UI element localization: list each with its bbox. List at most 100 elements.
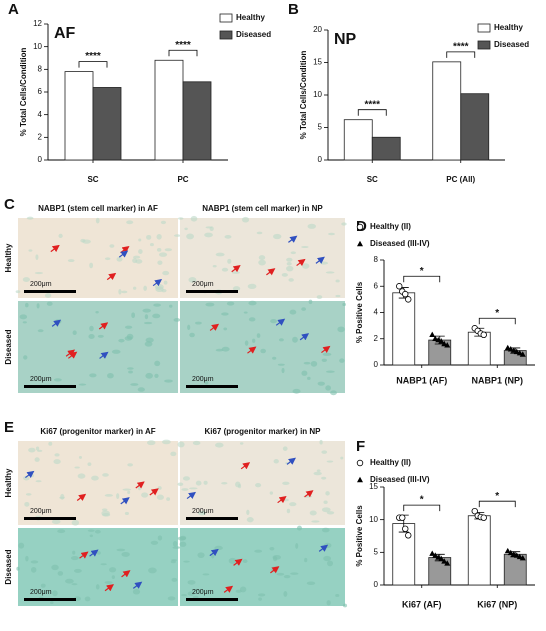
cell — [116, 548, 126, 552]
cell — [325, 370, 335, 373]
bar — [432, 61, 462, 161]
cell — [28, 447, 36, 453]
cell — [276, 572, 285, 576]
cell — [286, 508, 291, 514]
cell — [325, 271, 335, 274]
cell — [272, 556, 278, 562]
cell — [89, 262, 94, 269]
cell — [286, 265, 294, 272]
y-tick-label: 20 — [313, 25, 322, 34]
cell — [18, 542, 25, 549]
scale-bar — [24, 385, 76, 388]
cell — [100, 563, 107, 566]
bar — [64, 71, 94, 161]
cell — [290, 251, 296, 255]
y-tick-label: 4 — [38, 110, 43, 119]
cell — [241, 216, 250, 223]
cell — [91, 475, 99, 481]
cell — [223, 327, 228, 331]
scale-bar — [24, 598, 76, 601]
cell — [154, 360, 161, 367]
significance-bracket — [357, 109, 387, 116]
cell — [116, 256, 123, 262]
cell — [247, 283, 257, 289]
legend-label: Diseased (III-IV) — [370, 475, 430, 484]
data-point — [356, 459, 364, 467]
cell — [277, 363, 285, 366]
cell — [177, 217, 184, 220]
x-tick-label: Ki67 (NP) — [477, 599, 517, 609]
data-point — [519, 555, 526, 561]
arrow — [106, 272, 117, 281]
cell — [84, 596, 91, 602]
cell — [330, 390, 337, 396]
arrow — [50, 244, 60, 253]
cell — [186, 233, 195, 240]
arrow — [266, 268, 276, 276]
cell — [152, 313, 161, 319]
arrow — [99, 351, 109, 359]
arrow — [247, 346, 257, 354]
cell — [316, 469, 321, 473]
cell — [127, 490, 131, 494]
cell — [121, 290, 128, 294]
cell — [164, 248, 172, 252]
y-tick-label: 2 — [374, 334, 379, 343]
cell — [67, 259, 75, 262]
cell — [215, 252, 225, 257]
legend-label: Healthy — [236, 13, 265, 22]
scale-bar — [186, 598, 238, 601]
cell — [173, 234, 181, 237]
significance-bracket — [403, 275, 441, 283]
cell — [34, 271, 44, 275]
cell — [46, 301, 53, 306]
cell — [167, 596, 176, 601]
cell — [215, 442, 224, 448]
data-point — [396, 283, 403, 290]
arrow — [275, 318, 286, 326]
cell — [221, 481, 228, 485]
cell — [323, 500, 328, 504]
data-point — [357, 476, 363, 483]
cell — [321, 507, 331, 513]
cell — [156, 234, 162, 240]
cell — [182, 476, 190, 481]
y-tick-label: 5 — [374, 547, 379, 556]
y-tick-label: 12 — [33, 19, 42, 28]
cell — [319, 261, 329, 265]
cell — [177, 441, 185, 448]
row-label: Diseased — [4, 329, 13, 364]
cell — [187, 580, 196, 585]
cell — [130, 383, 139, 386]
cell — [30, 560, 39, 564]
cell — [326, 600, 331, 606]
cell — [310, 360, 318, 367]
cell — [127, 367, 134, 370]
cell — [187, 591, 195, 596]
cell — [30, 566, 37, 573]
cell — [150, 540, 159, 545]
significance-label: **** — [175, 40, 191, 51]
legend-swatch — [219, 13, 233, 23]
cell — [306, 581, 316, 586]
cell — [278, 338, 284, 342]
cell — [24, 501, 30, 507]
cell — [248, 300, 257, 306]
significance-bracket — [478, 317, 516, 325]
arrow — [223, 585, 234, 593]
arrow — [299, 333, 310, 341]
significance-bracket — [446, 51, 476, 58]
significance-label: * — [420, 495, 424, 506]
arrow — [231, 265, 241, 273]
cell — [260, 348, 266, 354]
cell — [73, 568, 82, 573]
cell — [23, 355, 28, 360]
cell — [179, 541, 187, 547]
cell — [295, 542, 299, 549]
cell — [202, 573, 210, 576]
arrow — [149, 488, 159, 496]
cell — [325, 385, 332, 391]
bar — [371, 136, 401, 161]
cell — [257, 593, 266, 597]
cell — [286, 261, 292, 266]
